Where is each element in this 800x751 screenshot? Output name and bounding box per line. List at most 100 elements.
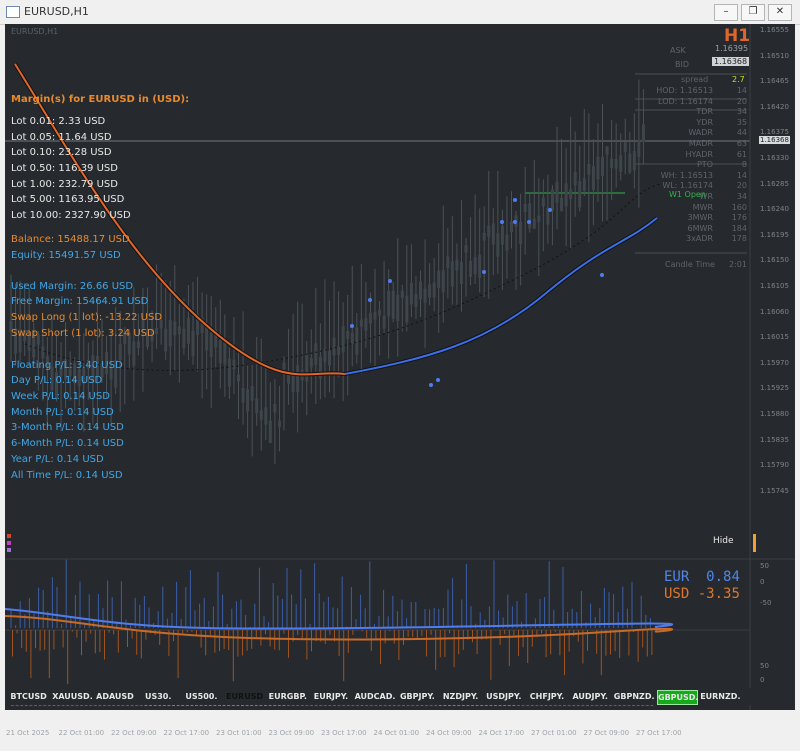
- symbol-tab-us30[interactable]: US30.: [144, 692, 172, 701]
- candle-body: [268, 420, 272, 444]
- ask-label: ASK: [670, 46, 686, 55]
- symbol-tab-eurgbp[interactable]: EURGBP.: [268, 692, 307, 701]
- symbol-tab-chfjpy[interactable]: CHFJPY.: [529, 692, 565, 701]
- usd-strength-line: [5, 615, 674, 641]
- price-tick-label: 1.16195: [760, 230, 789, 239]
- symbol-tab-gbpusd[interactable]: GBPUSD.: [657, 690, 698, 705]
- stat-label: YDR: [696, 118, 713, 127]
- candle-body: [432, 282, 436, 298]
- candle-body: [496, 233, 500, 257]
- chart-area[interactable]: EURUSD,H1 H1 Margin(s) for EURUSD in (US…: [5, 24, 795, 710]
- candle-body: [68, 368, 72, 377]
- close-button[interactable]: ✕: [768, 4, 792, 21]
- candle-body: [86, 359, 90, 369]
- candle-body: [510, 221, 513, 233]
- candle-body: [405, 295, 409, 323]
- symbol-tab-eurusd[interactable]: EURUSD: [226, 692, 264, 701]
- signal-dot: [548, 208, 552, 212]
- candle-body: [482, 232, 486, 241]
- signal-dot: [482, 270, 486, 274]
- equity-text: Equity: 15491.57 USD: [11, 250, 121, 261]
- stat-value: 35: [736, 118, 747, 127]
- symbol-tab-usdjpy[interactable]: USDJPY.: [486, 692, 522, 701]
- signal-dot: [429, 383, 433, 387]
- candle-body: [323, 348, 327, 363]
- pl-row: Year P/L: 0.14 USD: [11, 454, 104, 465]
- candle-body: [423, 288, 427, 303]
- candle-body: [77, 369, 81, 387]
- candle-time-value: 2:01: [729, 260, 747, 269]
- pl-row: Week P/L: 0.14 USD: [11, 391, 110, 402]
- time-tick-label: 22 Oct 01:00: [58, 729, 105, 737]
- candle-body: [155, 328, 159, 335]
- time-tick-label: 22 Oct 17:00: [163, 729, 210, 737]
- time-tick-label: 27 Oct 01:00: [531, 729, 577, 737]
- candle-body: [82, 368, 86, 384]
- candle-body: [259, 410, 263, 420]
- signal-dot: [500, 220, 504, 224]
- minimize-button[interactable]: –: [714, 4, 738, 21]
- candle-body: [250, 386, 254, 401]
- symbol-tab-bar: BTCUSD XAUUSD. ADAUSD US30. US500. EURUSD EURG…: [5, 688, 795, 705]
- candle-body: [45, 356, 49, 368]
- symbol-tab-us500[interactable]: US500.: [185, 692, 218, 701]
- eur-strength-line: [5, 608, 674, 630]
- stat-value: 20: [736, 181, 747, 190]
- symbol-tab-audcad[interactable]: AUDCAD.: [354, 692, 396, 701]
- symbol-tab-audjpy[interactable]: AUDJPY.: [572, 692, 608, 701]
- bid-value: 1.16368: [712, 57, 750, 66]
- candle-body: [123, 332, 127, 345]
- candle-body: [469, 260, 473, 277]
- candle-body: [596, 156, 600, 180]
- price-tick-label: 1.15880: [760, 410, 789, 418]
- candle-body: [455, 259, 459, 271]
- current-price-tag: 1.16368: [759, 136, 790, 144]
- candle-body: [641, 124, 645, 142]
- candle-body: [9, 321, 13, 333]
- candle-body: [196, 313, 200, 335]
- indicator-tick-label: -50: [760, 599, 772, 607]
- candle-body: [105, 351, 109, 375]
- candle-body: [41, 346, 45, 359]
- free-margin-text: Free Margin: 15464.91 USD: [11, 296, 149, 307]
- stat-label: 3MWR: [687, 213, 713, 222]
- price-tick-label: 1.16375: [760, 128, 789, 137]
- time-axis: 21 Oct 2025 22 Oct 01:00 22 Oct 09:00 22 Oc…: [0, 729, 800, 743]
- stat-value: 14: [736, 86, 747, 95]
- spread-label: spread: [681, 75, 709, 84]
- candle-body: [419, 281, 422, 300]
- candle-body: [487, 225, 491, 237]
- stat-label: WR: [699, 192, 713, 201]
- candle-body: [159, 320, 163, 329]
- price-tick-label: 1.16015: [760, 333, 789, 342]
- symbol-tab-xauusd[interactable]: XAUUSD.: [52, 692, 93, 701]
- time-tick-label: 23 Oct 01:00: [216, 729, 262, 737]
- stat-label: HYADR: [685, 150, 713, 159]
- time-tick-label: 22 Oct 09:00: [111, 729, 157, 737]
- symbol-tab-eurnzd[interactable]: EURNZD.: [700, 692, 741, 701]
- pl-row: Month P/L: 0.14 USD: [11, 407, 114, 418]
- candle-body: [560, 197, 564, 211]
- stat-label: 3xADR: [685, 234, 713, 243]
- stat-label: 6MWR: [687, 224, 713, 233]
- symbol-tab-btcusd[interactable]: BTCUSD: [10, 692, 47, 701]
- symbol-tab-nzdjpy[interactable]: NZDJPY.: [442, 692, 479, 701]
- blue-moving-average: [344, 217, 658, 375]
- candle-body: [287, 372, 291, 384]
- candle-body: [14, 328, 18, 354]
- candle-body: [428, 284, 432, 298]
- candle-body: [605, 146, 609, 155]
- hide-button[interactable]: Hide: [713, 536, 734, 546]
- restore-button[interactable]: ❐: [741, 4, 765, 21]
- candle-body: [505, 234, 509, 251]
- candle-body: [441, 270, 445, 293]
- pl-row: 6-Month P/L: 0.14 USD: [11, 438, 124, 449]
- symbol-tab-eurjpy[interactable]: EURJPY.: [313, 692, 349, 701]
- hide-handle[interactable]: [753, 534, 756, 552]
- symbol-tab-gbpjpy[interactable]: GBPJPY.: [399, 692, 435, 701]
- symbol-tab-adausd[interactable]: ADAUSD: [96, 692, 134, 701]
- candle-body: [264, 407, 268, 425]
- time-tick-label: 24 Oct 17:00: [478, 729, 525, 737]
- symbol-tab-gbpnzd[interactable]: GBPNZD.: [613, 692, 655, 701]
- candle-body: [601, 156, 604, 176]
